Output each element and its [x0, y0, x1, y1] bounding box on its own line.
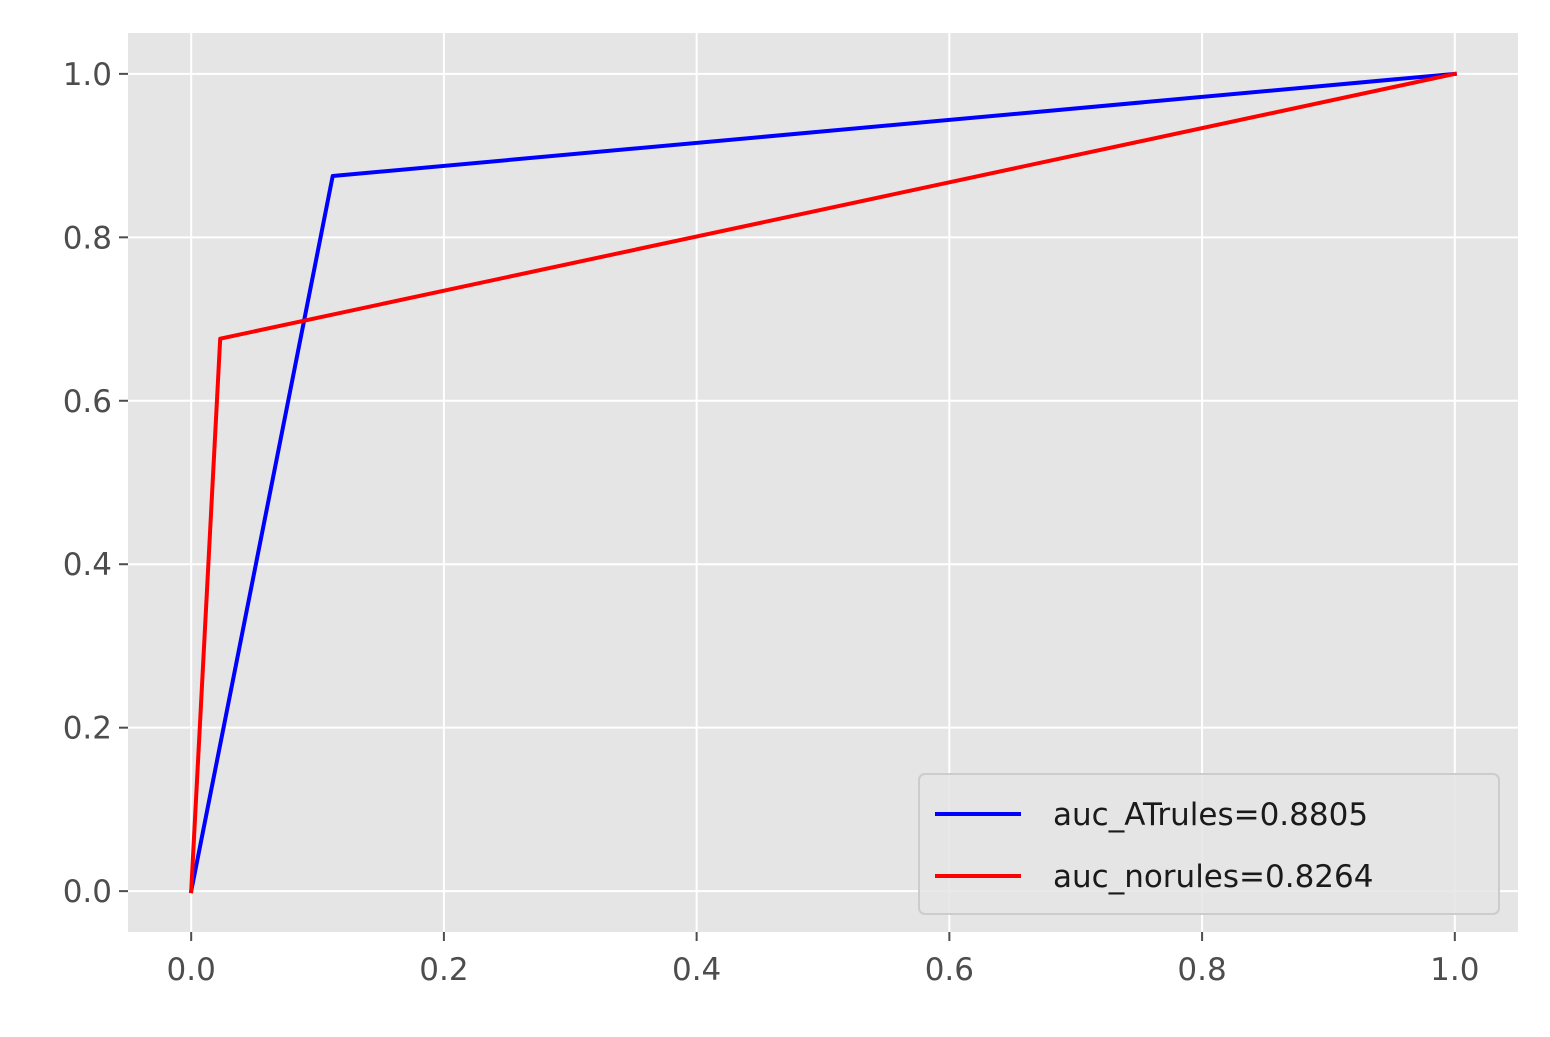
series-line: [189, 71, 1458, 894]
x-tick-label: 1.0: [1430, 952, 1479, 988]
y-tick-label: 0.2: [63, 711, 112, 747]
x-tick-label: 0.4: [672, 952, 721, 988]
x-tick-label: 0.0: [167, 952, 216, 988]
y-tick-label: 0.0: [63, 874, 112, 910]
series-line: [188, 71, 1457, 894]
y-tick-label: 1.0: [63, 57, 112, 93]
legend-label: auc_norules=0.8264: [1053, 859, 1373, 895]
y-tick-label: 0.4: [63, 547, 112, 583]
legend-box: [918, 773, 1500, 915]
x-tick-label: 0.2: [419, 952, 468, 988]
y-tick-label: 0.6: [63, 384, 112, 420]
legend-label: auc_ATrules=0.8805: [1053, 797, 1368, 833]
legend: auc_ATrules=0.8805 auc_norules=0.8264: [918, 773, 1500, 915]
y-tick-label: 0.8: [63, 220, 112, 256]
x-tick-label: 0.6: [925, 952, 974, 988]
series-lines: [188, 71, 1458, 894]
x-tick-label: 0.8: [1177, 952, 1226, 988]
grid-lines: [128, 33, 1518, 932]
axis-ticks: 0.0 0.2 0.4 0.6 0.8 1.0 0.0 0.2 0.4 0.6 0.8 1.0: [63, 57, 1480, 988]
